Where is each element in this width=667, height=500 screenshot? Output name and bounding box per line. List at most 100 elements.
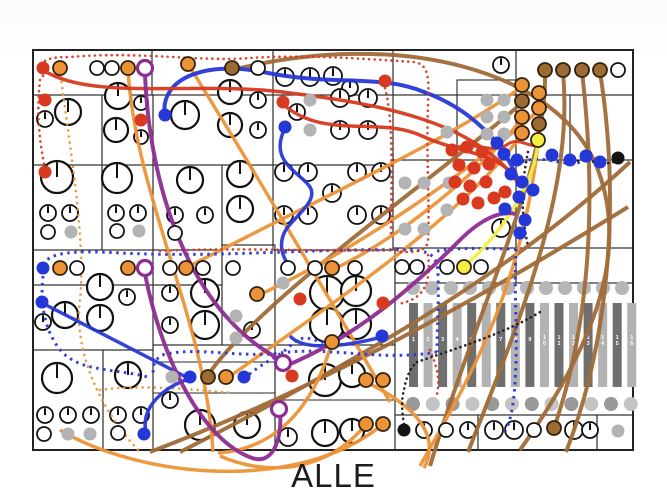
jack-red xyxy=(479,175,493,189)
sequencer-step-label: 6 xyxy=(630,341,633,347)
jack-red xyxy=(448,175,462,189)
jack-orange xyxy=(120,260,136,276)
jack-open xyxy=(526,422,542,438)
jack-gray xyxy=(480,127,494,141)
patch-cable-blue xyxy=(40,275,149,379)
jack-open xyxy=(109,223,125,239)
jack-red xyxy=(293,292,307,306)
sequencer-step-label: 5 xyxy=(616,341,619,347)
jack-orange xyxy=(514,77,530,93)
jack-orange xyxy=(178,260,194,276)
jack-gray xyxy=(480,93,494,107)
jack-open xyxy=(473,259,489,275)
jack-orange xyxy=(52,60,68,76)
sequencer-step-label: 2 xyxy=(427,337,430,343)
jack-orange xyxy=(120,60,136,76)
jack-blue xyxy=(183,370,197,384)
jack-orange xyxy=(358,372,374,388)
jack-red xyxy=(471,196,485,210)
jack-gray xyxy=(440,203,454,217)
patch-cable-brown xyxy=(552,71,592,429)
jack-open xyxy=(195,260,211,276)
patch-cable-purple xyxy=(143,273,283,462)
sequencer-dot xyxy=(604,397,618,411)
sequencer-step-label: 1 xyxy=(572,335,575,341)
jack-red xyxy=(452,158,466,172)
patch-cable-red xyxy=(42,68,522,187)
jack-orange xyxy=(324,334,340,350)
sequencer-bar xyxy=(612,303,622,387)
jack-blue xyxy=(563,153,577,167)
jack-open xyxy=(225,260,241,276)
jack-red xyxy=(498,185,512,199)
jack-blue xyxy=(35,295,49,309)
jack-orange xyxy=(375,372,391,388)
jack-blue xyxy=(36,261,50,275)
patch-cable-orange xyxy=(365,380,432,469)
jack-blue xyxy=(512,190,526,204)
sequencer-bar xyxy=(525,303,535,387)
jack-gray xyxy=(480,110,494,124)
jack-red xyxy=(134,113,148,127)
jack-blue xyxy=(278,120,292,134)
patch-cable-blue xyxy=(436,247,517,253)
jack-brown xyxy=(574,62,590,78)
jack-gray xyxy=(132,224,146,238)
jack-orange xyxy=(52,260,68,276)
sequencer-step-label: 9 xyxy=(528,337,531,343)
jack-red xyxy=(456,192,470,206)
sequencer-bar xyxy=(554,303,564,387)
patch-cable-brown xyxy=(466,71,567,453)
sequencer-dot xyxy=(406,397,420,411)
jack-open xyxy=(610,62,626,78)
jack-gray xyxy=(61,427,75,441)
jack-blue xyxy=(237,370,251,384)
jack-red xyxy=(276,95,290,109)
jack-gray xyxy=(398,176,412,190)
jack-brown xyxy=(224,60,240,76)
sequencer-step-label: 2 xyxy=(572,341,575,347)
sequencer-bar xyxy=(598,303,608,387)
jack-open xyxy=(40,224,56,240)
jack-blue xyxy=(515,175,529,189)
jack-gray xyxy=(497,110,511,124)
patch-cable-blue xyxy=(503,248,518,432)
patch-cable-orange xyxy=(331,119,522,272)
jack-brown xyxy=(514,93,530,109)
jack-brown xyxy=(200,369,216,385)
sequencer-step-label: 1 xyxy=(616,335,619,341)
patch-cable-black xyxy=(415,310,542,364)
jack-blue xyxy=(579,149,593,163)
sequencer-dot xyxy=(539,281,553,295)
patch-cable-blue xyxy=(242,336,331,381)
sequencer-dot xyxy=(406,281,420,295)
jack-brown xyxy=(555,62,571,78)
jack-purple-ring xyxy=(135,58,155,78)
jack-open xyxy=(36,426,52,442)
jack-brown xyxy=(592,62,608,78)
jack-yellow xyxy=(456,259,472,275)
patch-cable-brown xyxy=(564,71,612,453)
patch-cable-orange xyxy=(186,63,392,403)
sequencer-bar xyxy=(452,303,462,387)
jack-open xyxy=(439,259,455,275)
patch-cable-orange xyxy=(185,86,522,270)
jack-blue xyxy=(497,147,511,161)
sequencer-bar xyxy=(423,303,433,387)
patch-cable-red xyxy=(383,86,393,240)
jack-orange xyxy=(324,260,340,276)
jack-open xyxy=(409,259,425,275)
jack-open xyxy=(307,260,323,276)
sequencer-dot xyxy=(584,397,599,411)
jack-blue xyxy=(498,202,512,216)
jack-orange xyxy=(218,369,234,385)
patch-cable-orange xyxy=(58,68,142,454)
page-title: ALLE xyxy=(291,457,376,494)
jack-gray xyxy=(398,222,412,236)
jack-red xyxy=(475,145,489,159)
sequencer-bar xyxy=(438,303,448,387)
jack-red xyxy=(463,179,477,193)
sequencer-step-label: 1 xyxy=(557,335,560,341)
